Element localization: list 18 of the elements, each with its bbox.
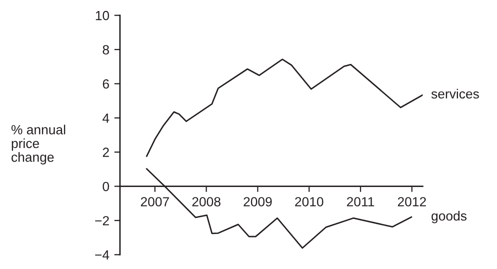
y-tick-label: 8 — [102, 45, 109, 54]
x-tick-label: 2007 — [140, 197, 169, 206]
x-tick-label: 2010 — [295, 197, 324, 206]
series-label: services — [431, 88, 479, 99]
x-tick-label: 2008 — [192, 197, 220, 206]
y-tick-label: 10 — [96, 10, 110, 20]
line-series — [146, 58, 423, 157]
y-tick-label: 2 — [102, 148, 109, 157]
y-axis-title: % annual price change — [11, 124, 66, 164]
x-tick-label: 2011 — [346, 197, 374, 206]
y-tick-label: 0 — [102, 182, 110, 192]
x-tick-label: 2009 — [244, 197, 272, 206]
y-tick-label: 6 — [102, 79, 109, 89]
y-tick-label: −2 — [95, 216, 109, 226]
y-tick-label: −4 — [95, 250, 110, 260]
y-tick-label: 4 — [102, 114, 110, 123]
x-tick-label: 2012 — [398, 197, 426, 206]
series-label: goods — [432, 210, 467, 224]
